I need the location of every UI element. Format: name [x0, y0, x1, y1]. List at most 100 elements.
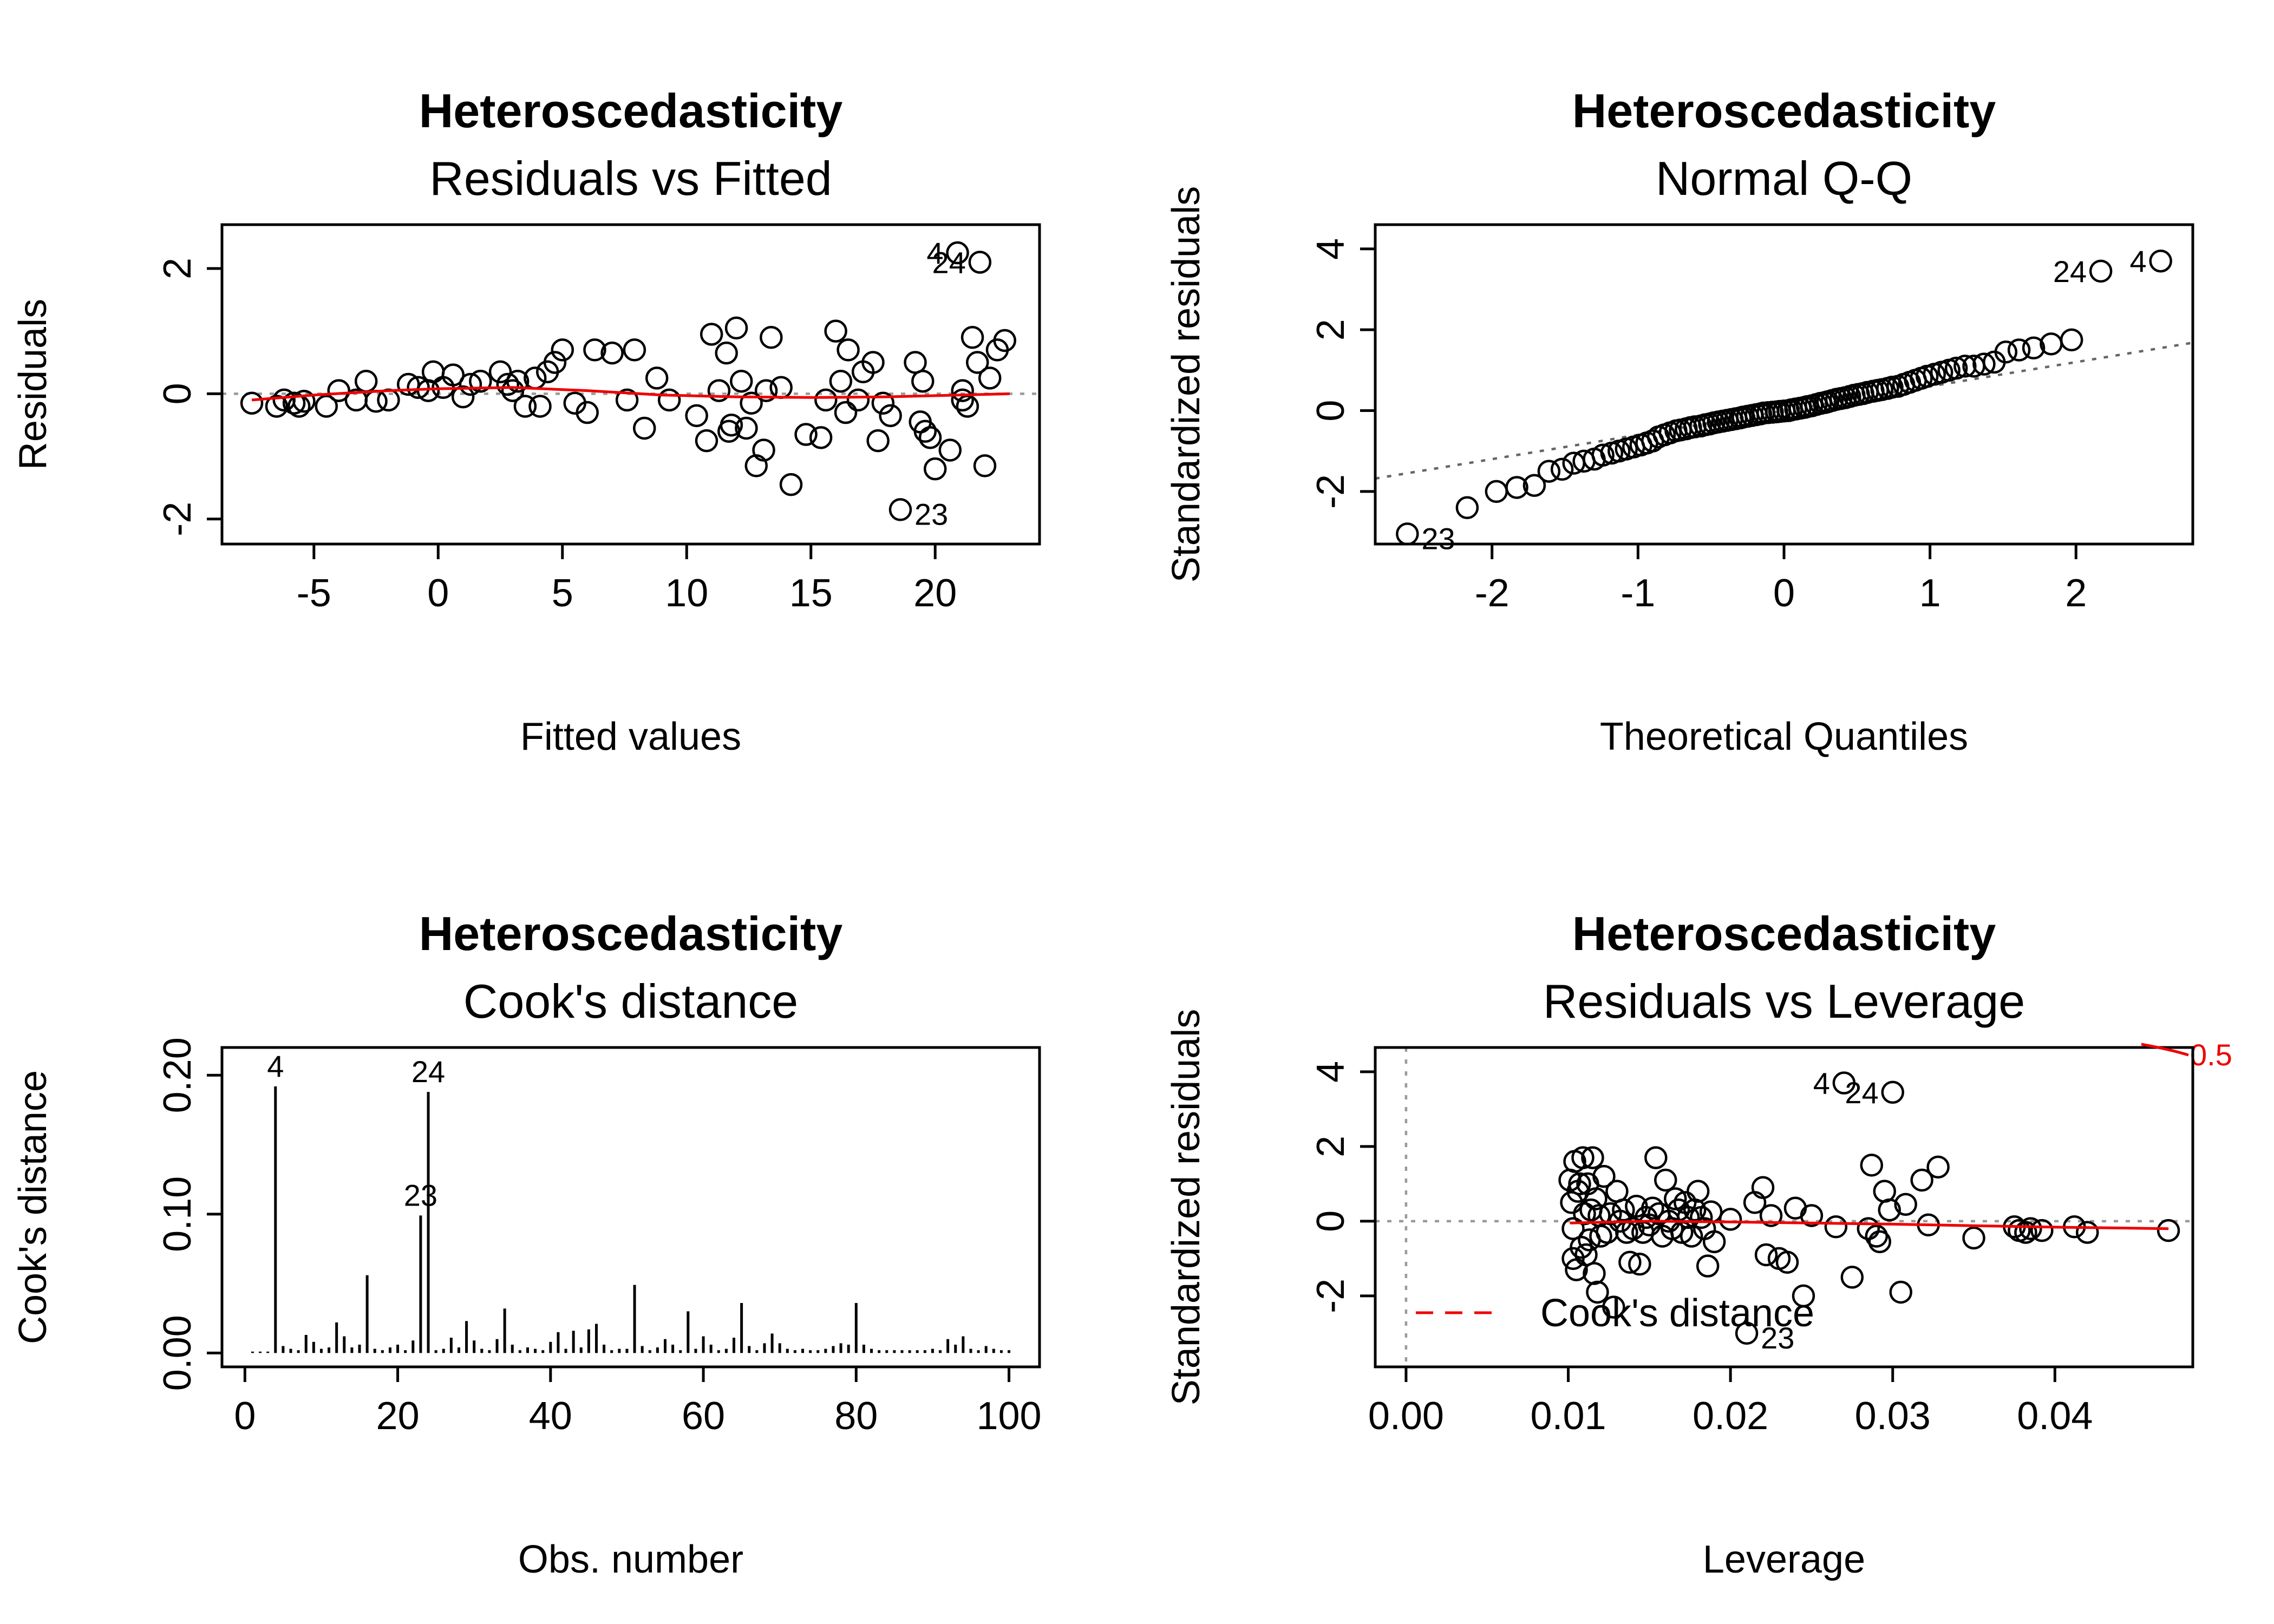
lev-data-point: [1860, 1154, 1884, 1177]
rvf-data-point: [543, 351, 567, 374]
lev-data-point: [1612, 1198, 1635, 1222]
lev-data-point: [1832, 1071, 1856, 1095]
cook-y-tick-label: 0.10: [156, 1176, 199, 1252]
panel2-x-axis-label: Theoretical Quantiles: [1600, 715, 1968, 758]
rvf-data-point: [506, 369, 530, 393]
rvf-x-tick-label: -5: [297, 572, 331, 615]
lev-y-tick-label: 0: [1309, 1210, 1352, 1232]
panel3-subtitle: Cook's distance: [463, 974, 798, 1028]
qq-data-point: [1550, 457, 1574, 481]
panel4-x-axis-label: Leverage: [1703, 1538, 1865, 1581]
lev-data-point: [1581, 1146, 1604, 1169]
qq-x-tick-label: 1: [1919, 572, 1941, 615]
lev-data-point: [1683, 1198, 1707, 1222]
qq-data-point: [1485, 480, 1508, 503]
rvf-data-point: [265, 395, 289, 418]
rvf-data-point: [904, 351, 927, 374]
rvf-data-point: [685, 404, 708, 428]
rvf-data-point: [645, 366, 669, 390]
panel2-title: Heteroscedasticity: [1572, 84, 1996, 137]
lev-x-tick-label: 0.01: [1530, 1394, 1606, 1438]
lev-y-tick-label: 4: [1309, 1061, 1352, 1083]
rvf-data-point: [951, 379, 974, 402]
cook-x-tick-label: 60: [682, 1394, 725, 1438]
rvf-data-point: [377, 388, 400, 412]
cook-x-tick-label: 100: [976, 1394, 1041, 1438]
rvf-x-tick-label: 10: [665, 572, 708, 615]
rvf-data-point: [707, 379, 731, 402]
qq-data-point: [1455, 496, 1479, 520]
cook-frame: [220, 1046, 1041, 1368]
rvf-y-tick-label: 0: [156, 383, 199, 404]
lev-data-point: [1894, 1193, 1917, 1216]
qq-x-tick-label: 0: [1773, 572, 1795, 615]
rvf-data-point: [354, 369, 378, 393]
lev-data-point: [1596, 1221, 1619, 1244]
rvf-data-point: [657, 388, 681, 412]
qq-data-point: [1972, 352, 1996, 376]
lev-data-point: [1696, 1254, 1720, 1278]
panel2-y-axis-label: Standardized residuals: [1165, 186, 1208, 582]
rvf-data-point: [292, 389, 316, 413]
rvf-data-point: [918, 426, 942, 449]
panel-residuals-vs-fitted: Heteroscedasticity Residuals vs Fitted F…: [11, 84, 1041, 758]
qq-data-point: [1953, 355, 1977, 378]
cook-point-label: 4: [267, 1049, 284, 1083]
lev-data-point: [1759, 1204, 1783, 1227]
qq-data-point: [2022, 336, 2046, 360]
rvf-x-tick-label: 15: [789, 572, 833, 615]
rvf-data-point: [282, 391, 306, 415]
panel4-plot-area: Cook's distance 0.5 0.00 0.01 0.02 0.03 0.04…: [1309, 1038, 2232, 1438]
qq-x-tick-label: -1: [1620, 572, 1655, 615]
qq-data-point: [1994, 340, 2018, 364]
lev-data-point: [1754, 1243, 1778, 1267]
lev-data-point: [1926, 1155, 1950, 1179]
rvf-data-point: [528, 395, 552, 418]
qq-data-point: [1537, 460, 1561, 483]
rvf-data-point: [740, 391, 763, 415]
lev-data-point: [1718, 1208, 1742, 1231]
lev-data-point: [1560, 1191, 1583, 1214]
lev-data-point: [2030, 1219, 2054, 1242]
lev-data-point: [1568, 1172, 1591, 1196]
rvf-data-point: [451, 385, 475, 409]
rvf-x-tick-label: 20: [913, 572, 957, 615]
lev-data-point: [1583, 1262, 1606, 1285]
rvf-data-point: [632, 416, 656, 440]
lev-x-tick-label: 0.03: [1855, 1394, 1931, 1438]
lev-y-tick-label: -2: [1309, 1279, 1352, 1313]
rvf-data-point: [576, 401, 599, 424]
panel-normal-qq: Heteroscedasticity Normal Q-Q Theoretica…: [1165, 84, 2194, 758]
rvf-data-point: [966, 351, 989, 374]
qq-y-tick-label: 4: [1309, 238, 1352, 260]
lev-data-point: [1644, 1146, 1668, 1169]
qq-data-point: [1505, 476, 1528, 499]
rvf-data-point: [695, 429, 718, 453]
lev-data-point: [1592, 1164, 1616, 1188]
lev-point-label: 4: [1813, 1066, 1830, 1101]
cook-point-label: 24: [411, 1055, 445, 1089]
qq-data-point: [1522, 474, 1546, 497]
rvf-data-point: [814, 388, 838, 412]
lev-data-point: [1571, 1146, 1595, 1169]
rvf-point-label: 24: [932, 245, 966, 279]
cook-y-tick-label: 0.00: [156, 1315, 199, 1391]
qq-y-tick-label: 0: [1309, 400, 1352, 422]
lev-frame: [1374, 1046, 2194, 1368]
rvf-data-point: [879, 404, 902, 428]
rvf-data-point: [938, 438, 962, 462]
rvf-data-point: [846, 388, 870, 412]
lev-data-point: [2076, 1221, 2099, 1244]
panel1-y-axis-label: Residuals: [11, 299, 55, 470]
lev-point-label: 23: [1761, 1321, 1794, 1355]
panel3-plot-area: 0 20 40 60 80 100 0.00 0.10 0.20 4 24 23: [156, 1037, 1042, 1438]
lev-data-point: [1865, 1224, 1889, 1248]
qq-data-point: [1944, 356, 1968, 380]
lev-data-point: [1962, 1226, 1985, 1250]
rvf-data-point: [441, 363, 465, 387]
rvf-data-point: [760, 325, 783, 349]
cook-point-label: 23: [404, 1178, 437, 1212]
lev-data-point: [1574, 1243, 1598, 1267]
cook-x-tick-label: 0: [234, 1394, 256, 1438]
